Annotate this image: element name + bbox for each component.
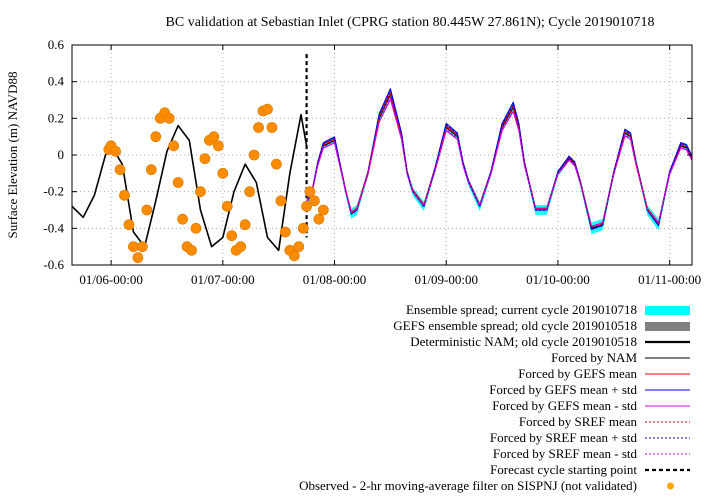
y-tick-label: -0.4 xyxy=(43,220,64,235)
observed-point xyxy=(172,177,184,188)
observed-point xyxy=(123,219,135,231)
legend-label: Forced by SREF mean + std xyxy=(490,430,638,445)
legend-label: Forced by SREF mean - std xyxy=(493,446,638,461)
observed-point xyxy=(239,219,251,231)
observed-point xyxy=(141,204,153,216)
observed-point xyxy=(279,226,291,238)
observed-point xyxy=(114,164,126,176)
observed-point xyxy=(309,195,320,207)
chart-title: BC validation at Sebastian Inlet (CPRG s… xyxy=(166,15,655,30)
legend-label: Forecast cycle starting point xyxy=(490,462,637,477)
legend-label: Observed - 2-hr moving-average filter on… xyxy=(299,478,637,493)
observed-point xyxy=(221,200,233,212)
observed-point xyxy=(177,213,188,225)
x-tick-label: 01/11-00:00 xyxy=(638,272,701,287)
observed-point xyxy=(132,252,144,264)
series-line xyxy=(306,93,693,228)
x-tick-label: 01/08-00:00 xyxy=(303,272,367,287)
observed-point xyxy=(199,153,211,165)
series-line xyxy=(306,97,693,227)
observed-point xyxy=(248,149,260,161)
observed-point xyxy=(163,112,175,124)
observed-point xyxy=(190,222,202,234)
observed-point xyxy=(288,250,300,262)
legend: Ensemble spread; current cycle 201901071… xyxy=(299,302,690,493)
observed-point xyxy=(150,131,162,143)
series-line-deterministic-nam xyxy=(71,113,308,252)
observed-point xyxy=(195,186,206,198)
observed-points xyxy=(103,103,329,264)
axes: -0.6 -0.4 -0.2 0 0.2 0.4 0.6 01/06-00:00 01/07-0… xyxy=(43,37,701,287)
observed-point xyxy=(271,158,282,170)
series-line xyxy=(306,89,693,230)
observed-point xyxy=(317,204,329,216)
legend-label: Forced by SREF mean xyxy=(519,414,638,429)
legend-label: Ensemble spread; current cycle 201901071… xyxy=(406,302,637,317)
observed-point xyxy=(217,167,229,179)
legend-swatch-band xyxy=(645,322,690,331)
observed-point xyxy=(145,164,157,176)
observed-point xyxy=(275,195,287,207)
observed-point xyxy=(212,140,224,152)
y-tick-label: 0.4 xyxy=(48,74,65,89)
legend-swatch-dot xyxy=(667,482,674,490)
x-tick-label: 01/10-00:00 xyxy=(526,272,590,287)
legend-label: Forced by GEFS mean + std xyxy=(489,382,637,397)
observed-point xyxy=(110,145,121,157)
legend-label: Forced by GEFS mean xyxy=(518,366,637,381)
observed-point xyxy=(235,241,247,253)
observed-point xyxy=(262,103,273,115)
y-axis-label: Surface Elevation (m) NAVD88 xyxy=(5,72,20,239)
observed-point xyxy=(301,200,312,212)
observed-point xyxy=(168,140,180,152)
ensemble-spread-current-band xyxy=(306,89,692,235)
observed-point xyxy=(226,230,238,242)
series-line xyxy=(306,93,693,229)
observed-point xyxy=(119,189,130,201)
x-tick-label: 01/07-00:00 xyxy=(191,272,255,287)
x-tick-label: 01/09-00:00 xyxy=(414,272,478,287)
legend-label: GEFS ensemble spread; old cycle 20190105… xyxy=(393,318,637,333)
y-tick-label: 0.6 xyxy=(48,37,65,52)
legend-label: Deterministic NAM; old cycle 2019010518 xyxy=(410,334,637,349)
observed-point xyxy=(304,186,316,198)
y-tick-label: 0 xyxy=(58,147,65,162)
observed-point xyxy=(136,241,148,253)
legend-label: Forced by NAM xyxy=(551,350,637,365)
observed-point xyxy=(313,213,325,225)
observed-point xyxy=(186,244,197,256)
observed-point xyxy=(208,131,220,143)
grid-lines xyxy=(72,44,692,266)
observed-point xyxy=(293,241,305,253)
observed-point xyxy=(266,122,278,133)
observed-point xyxy=(297,222,309,234)
legend-swatch-band xyxy=(645,306,690,315)
observed-point xyxy=(128,241,139,253)
x-tick-label: 01/06-00:00 xyxy=(79,272,143,287)
y-tick-label: -0.6 xyxy=(43,257,64,272)
series-line xyxy=(306,92,693,228)
y-tick-label: -0.2 xyxy=(43,184,64,199)
spread-bands xyxy=(306,89,692,235)
observed-point xyxy=(253,122,264,133)
y-tick-label: 0.2 xyxy=(48,110,64,125)
observed-point xyxy=(244,186,256,198)
legend-label: Forced by GEFS mean - std xyxy=(492,398,637,413)
